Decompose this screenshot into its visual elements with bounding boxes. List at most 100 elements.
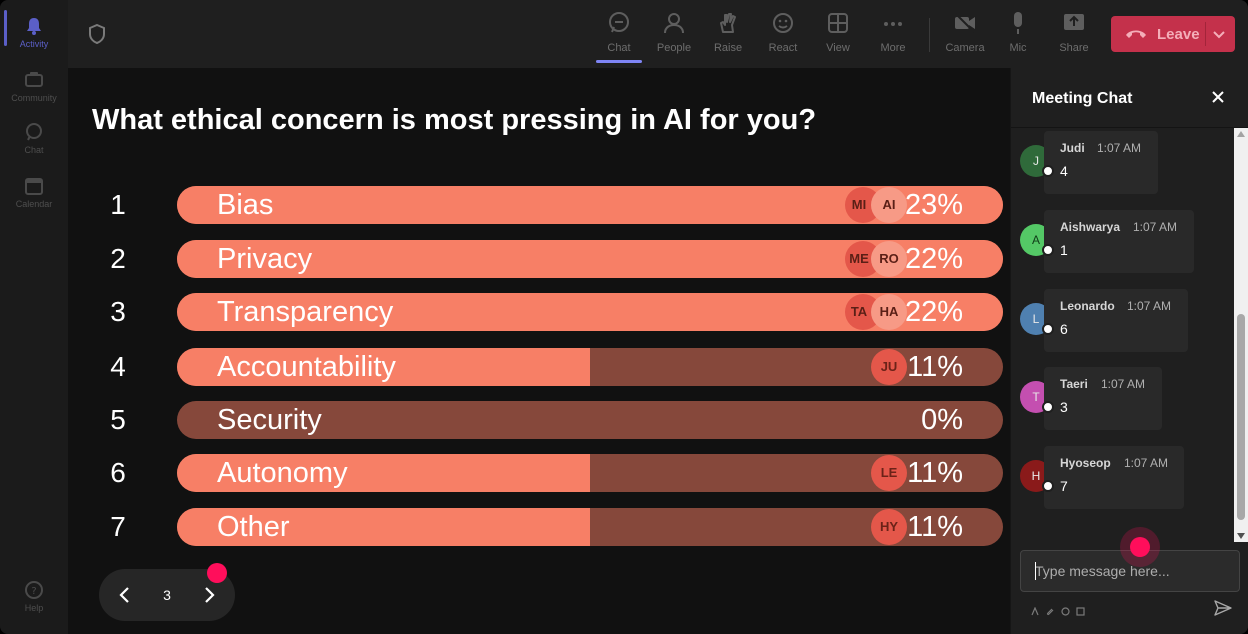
- attach-icon[interactable]: [1046, 603, 1055, 616]
- rail-item-community[interactable]: Community: [0, 60, 68, 112]
- mic-button[interactable]: Mic: [993, 8, 1043, 60]
- option-number: 5: [110, 404, 126, 435]
- scroll-thumb[interactable]: [1237, 314, 1245, 520]
- message-text: 3: [1060, 399, 1068, 415]
- poll-option: 7 Other HY 11%: [68, 507, 1010, 547]
- rail-item-help[interactable]: ? Help: [0, 570, 68, 622]
- message-timestamp: 1:07 AM: [1101, 377, 1146, 391]
- option-bar: Autonomy LE 11%: [177, 454, 1003, 492]
- voter-avatar: AI: [871, 187, 907, 223]
- message-text: 7: [1060, 478, 1068, 494]
- grid-icon: [828, 13, 848, 33]
- option-percentage: 0%: [921, 404, 963, 436]
- emoji-icon[interactable]: [1061, 603, 1070, 616]
- message-timestamp: 1:07 AM: [1127, 299, 1172, 313]
- presence-status-icon: [1042, 165, 1054, 177]
- calendar-icon: [25, 177, 43, 195]
- option-bar: Security 0%: [177, 401, 1003, 439]
- more-button[interactable]: More: [868, 8, 918, 60]
- react-button[interactable]: React: [758, 8, 808, 60]
- raise-label: Raise: [713, 42, 743, 54]
- send-icon[interactable]: [1214, 600, 1232, 616]
- voter-avatars: LE: [871, 455, 907, 491]
- shield-icon[interactable]: [88, 24, 106, 44]
- rail-label-chat: Chat: [24, 144, 44, 155]
- poll-option: 4 Accountability JU 11%: [68, 347, 1010, 387]
- leave-button[interactable]: Leave: [1111, 16, 1235, 52]
- option-bar: Transparency TA HA 22%: [177, 293, 1003, 331]
- chat-button[interactable]: Chat: [594, 8, 644, 63]
- pointer-dot: [207, 563, 227, 583]
- message-timestamp: 1:07 AM: [1124, 456, 1169, 470]
- option-percentage: 11%: [907, 457, 963, 489]
- more-options-icon[interactable]: [1076, 603, 1085, 616]
- presence-status-icon: [1042, 480, 1054, 492]
- sender-name: Taeri: [1060, 377, 1088, 391]
- hand-icon: [720, 13, 736, 33]
- camera-button[interactable]: Camera: [940, 8, 990, 60]
- raise-hand-button[interactable]: Raise: [703, 8, 753, 60]
- voter-avatars: JU: [871, 349, 907, 385]
- chat-scrollbar[interactable]: [1234, 128, 1248, 542]
- option-percentage: 11%: [907, 351, 963, 383]
- chevron-left-icon[interactable]: [115, 585, 135, 605]
- leave-divider: [1205, 22, 1206, 46]
- voter-avatar: HY: [871, 509, 907, 545]
- option-bar: Accountability JU 11%: [177, 348, 1003, 386]
- presence-status-icon: [1042, 323, 1054, 335]
- voter-avatars: ME RO: [845, 241, 907, 277]
- chat-divider: [1011, 127, 1248, 128]
- people-button[interactable]: People: [649, 8, 699, 60]
- chevron-right-icon[interactable]: [199, 585, 219, 605]
- rail-label-calendar: Calendar: [15, 198, 53, 209]
- rail-label-activity: Activity: [19, 38, 49, 49]
- rail-item-chat[interactable]: Chat: [0, 112, 68, 164]
- meeting-toolbar: Chat People Raise React View More Camera: [68, 0, 1248, 68]
- option-bar-fill: [177, 508, 590, 546]
- scroll-up-arrow-icon[interactable]: [1237, 131, 1245, 137]
- sender-name: Hyoseop: [1060, 456, 1111, 470]
- chat-message-input[interactable]: [1035, 561, 1225, 581]
- share-button[interactable]: Share: [1049, 8, 1099, 60]
- option-percentage: 23%: [904, 189, 963, 221]
- person-icon: [664, 13, 684, 34]
- option-bar: Bias MI AI 23%: [177, 186, 1003, 224]
- option-label: Privacy: [217, 243, 313, 275]
- message-bubble[interactable]: Aishwarya 1:07 AM 1: [1044, 210, 1194, 273]
- message-bubble[interactable]: Leonardo 1:07 AM 6: [1044, 289, 1188, 352]
- message-bubble[interactable]: Judi 1:07 AM 4: [1044, 131, 1158, 194]
- toolbar-divider: [929, 18, 930, 52]
- message-timestamp: 1:07 AM: [1133, 220, 1178, 234]
- poll-option: 6 Autonomy LE 11%: [68, 453, 1010, 493]
- voter-avatar: HA: [871, 294, 907, 330]
- option-number: 7: [110, 511, 126, 542]
- page-number: 3: [163, 587, 171, 603]
- option-bar: Other HY 11%: [177, 508, 1003, 546]
- rail-label-help: Help: [24, 602, 44, 613]
- option-bar-fill: [177, 454, 590, 492]
- voter-avatars: MI AI: [845, 187, 907, 223]
- poll-question: What ethical concern is most pressing in…: [92, 104, 817, 136]
- option-number: 6: [110, 457, 126, 488]
- option-label: Security: [217, 404, 322, 436]
- close-icon[interactable]: [1211, 90, 1225, 104]
- text-caret: [1035, 562, 1036, 580]
- rail-label-community: Community: [11, 92, 57, 103]
- chevron-down-icon[interactable]: [1212, 27, 1226, 41]
- leave-label: Leave: [1157, 25, 1200, 43]
- voter-avatar: JU: [871, 349, 907, 385]
- option-label: Accountability: [217, 351, 396, 383]
- chat-icon: [609, 12, 629, 33]
- rail-item-activity[interactable]: Activity: [0, 6, 68, 58]
- message-bubble[interactable]: Hyoseop 1:07 AM 7: [1044, 446, 1184, 509]
- view-button[interactable]: View: [813, 8, 863, 60]
- option-percentage: 22%: [904, 243, 963, 275]
- presence-status-icon: [1042, 244, 1054, 256]
- cursor-highlight: [1130, 537, 1150, 557]
- scroll-down-arrow-icon[interactable]: [1237, 533, 1245, 539]
- format-text-icon[interactable]: [1031, 603, 1040, 616]
- message-bubble[interactable]: Taeri 1:07 AM 3: [1044, 367, 1162, 430]
- rail-item-calendar[interactable]: Calendar: [0, 166, 68, 218]
- option-label: Autonomy: [217, 457, 348, 489]
- voter-avatars: TA HA: [845, 294, 907, 330]
